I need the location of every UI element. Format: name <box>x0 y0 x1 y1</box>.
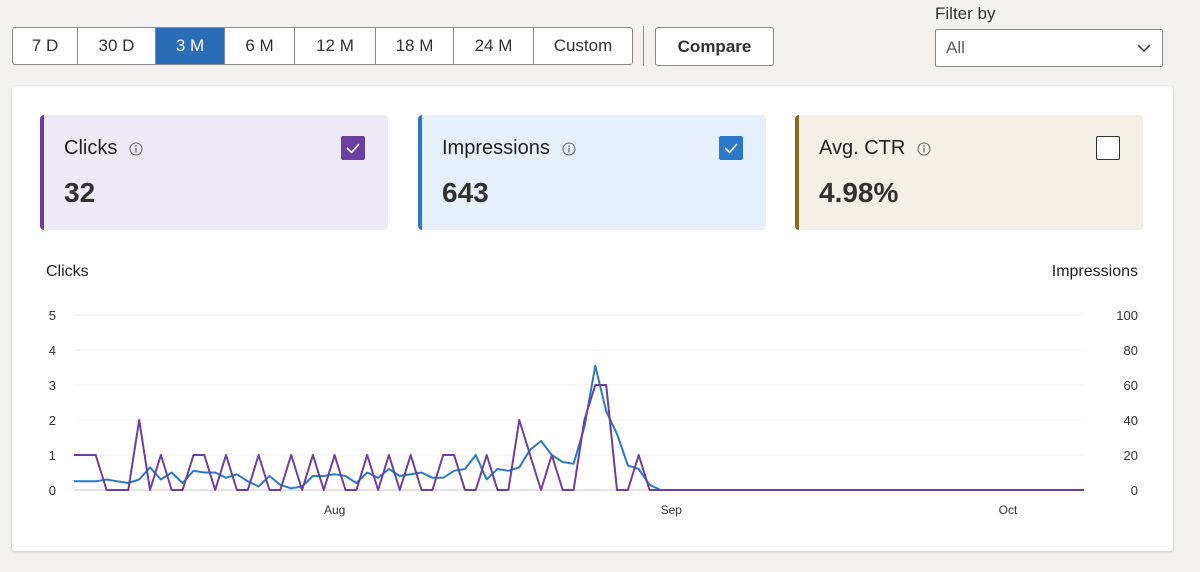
ctr-title-text: Avg. CTR <box>819 137 906 159</box>
time-range-option[interactable]: 18 M <box>376 28 454 64</box>
clicks-checkbox[interactable] <box>341 136 365 160</box>
filter-label: Filter by <box>935 4 996 23</box>
filter-selected-value: All <box>946 38 965 57</box>
ctr-value: 4.98% <box>819 177 899 208</box>
right-axis-tick-label: 20 <box>1124 448 1138 463</box>
time-range-option[interactable]: 24 M <box>454 28 534 64</box>
right-axis-tick-label: 100 <box>1116 308 1138 323</box>
clicks-series-line <box>74 384 1084 491</box>
clicks-card-accent <box>40 115 44 230</box>
impressions-series-line <box>74 364 1084 491</box>
filter-dropdown[interactable]: All <box>935 29 1163 67</box>
left-axis-title: Clicks <box>46 263 89 280</box>
info-icon[interactable] <box>562 142 576 156</box>
checkmark-icon <box>346 143 360 154</box>
checkmark-icon <box>724 143 738 154</box>
left-axis-tick-label: 0 <box>49 483 56 498</box>
impressions-value: 643 <box>442 177 489 208</box>
chevron-down-icon <box>1137 44 1151 53</box>
left-axis-tick-label: 1 <box>49 448 56 463</box>
x-axis-tick-label: Oct <box>999 503 1018 517</box>
time-range-option[interactable]: Custom <box>553 36 613 55</box>
clicks-card: Clicks 32 <box>40 115 388 230</box>
info-icon[interactable] <box>129 142 143 156</box>
ctr-card-accent <box>795 115 799 230</box>
right-axis-tick-label: 60 <box>1124 378 1138 393</box>
impressions-card-accent <box>418 115 422 230</box>
clicks-value: 32 <box>64 177 96 208</box>
left-axis-tick-label: 4 <box>49 343 56 358</box>
right-axis-title: Impressions <box>1051 263 1138 280</box>
performance-chart: 0 1 2 3 4 5 0 20 40 60 80 100 Aug Sep Oct <box>49 308 1138 517</box>
ctr-card-title: Avg. CTR <box>819 137 931 160</box>
toolbar-divider <box>643 26 644 66</box>
time-range-option[interactable]: 7 D <box>13 28 78 64</box>
time-range-option[interactable]: 3 M <box>156 28 225 64</box>
ctr-checkbox[interactable] <box>1096 136 1120 160</box>
time-range-option[interactable]: 6 M <box>225 28 295 64</box>
right-axis-tick-label: 80 <box>1124 343 1138 358</box>
left-axis-tick-label: 5 <box>49 308 56 323</box>
performance-panel: Clicks 32 Impressions 643 Avg. CTR <box>12 86 1173 551</box>
impressions-checkbox[interactable] <box>719 136 743 160</box>
clicks-title-text: Clicks <box>64 137 118 159</box>
right-axis-tick-label: 0 <box>1131 483 1138 498</box>
impressions-title-text: Impressions <box>442 137 550 159</box>
left-axis-tick-label: 3 <box>49 378 56 393</box>
right-axis-tick-label: 40 <box>1124 413 1138 428</box>
impressions-card-title: Impressions <box>442 137 576 160</box>
compare-button[interactable]: Compare <box>655 27 774 66</box>
x-axis-tick-label: Aug <box>324 503 345 517</box>
time-range-option[interactable]: 12 M <box>295 28 376 64</box>
ctr-card: Avg. CTR 4.98% <box>795 115 1143 230</box>
info-icon[interactable] <box>917 142 931 156</box>
left-axis-tick-label: 2 <box>49 413 56 428</box>
impressions-card: Impressions 643 <box>418 115 766 230</box>
time-range-option[interactable]: 30 D <box>78 28 156 64</box>
x-axis-tick-label: Sep <box>661 503 683 517</box>
clicks-card-title: Clicks <box>64 137 143 160</box>
